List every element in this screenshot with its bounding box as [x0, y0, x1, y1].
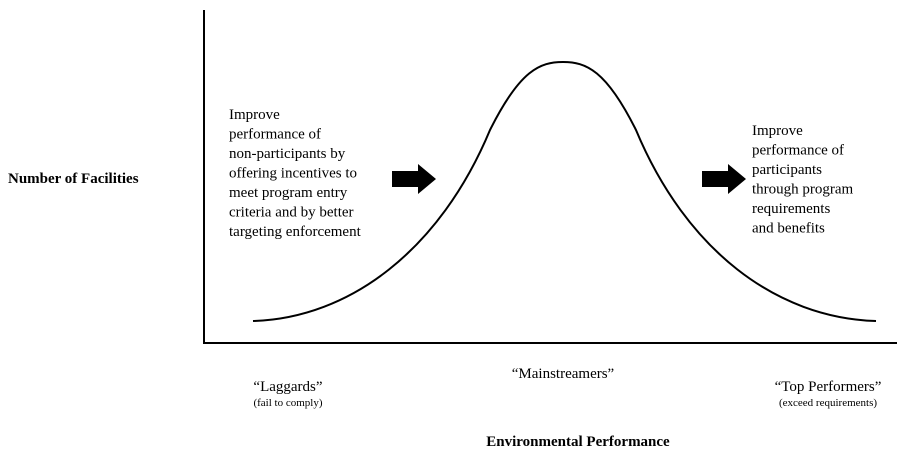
arrow-right [702, 164, 746, 194]
annotation-line: criteria and by better [229, 205, 354, 221]
right-annotation: Improve performance of participants thro… [752, 123, 854, 237]
annotation-line: meet program entry [229, 185, 348, 201]
category-sublabel: (exceed requirements) [779, 397, 877, 409]
annotation-line: Improve [752, 123, 803, 139]
annotation-line: non-participants by [229, 146, 346, 162]
annotation-line: performance of [752, 143, 844, 159]
annotation-line: through program [752, 182, 854, 198]
annotation-line: Improve [229, 107, 280, 123]
annotation-line: participants [752, 162, 822, 178]
category-label: “Laggards” [253, 379, 322, 395]
bell-curve [252, 60, 877, 322]
x-axis-label: Environmental Performance [486, 434, 670, 450]
category-sublabel: (fail to comply) [253, 397, 322, 409]
y-axis-label: Number of Facilities [8, 171, 139, 187]
annotation-line: and benefits [752, 221, 825, 237]
category-label: “Top Performers” [775, 379, 882, 395]
annotation-line: targeting enforcement [229, 224, 362, 240]
arrow-left [392, 164, 436, 194]
category-label: “Mainstreamers” [512, 366, 614, 382]
annotation-line: performance of [229, 127, 321, 143]
left-annotation: Improve performance of non-participants … [229, 107, 362, 240]
annotation-line: offering incentives to [229, 166, 357, 182]
annotation-line: requirements [752, 201, 830, 217]
